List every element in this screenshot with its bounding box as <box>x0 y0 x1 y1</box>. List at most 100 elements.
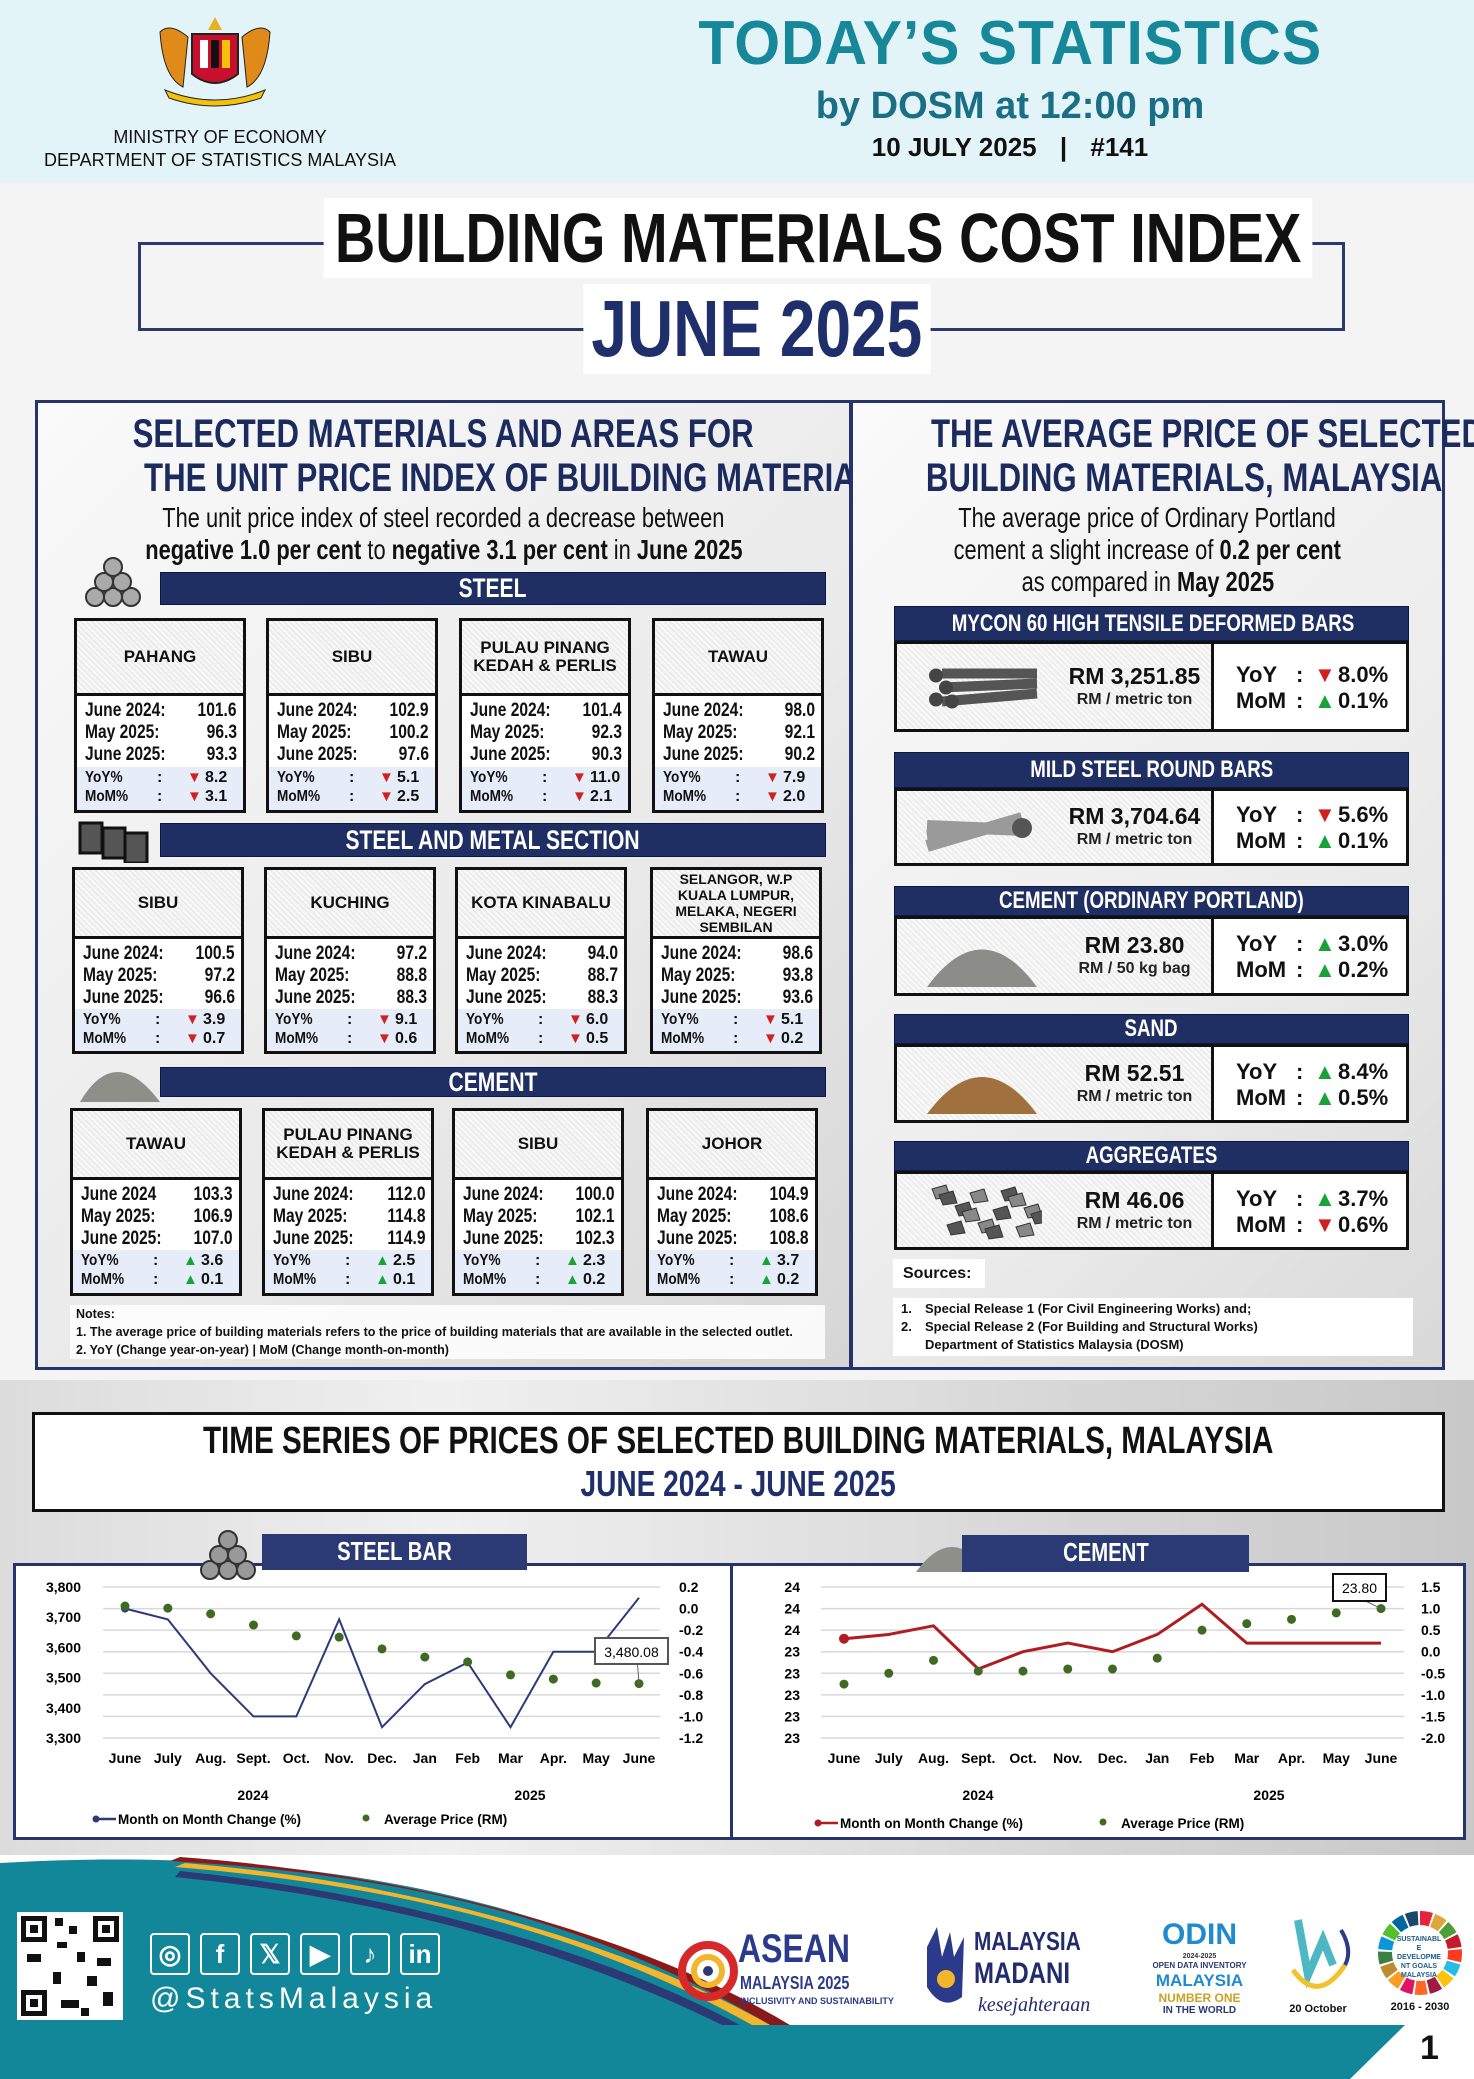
section-title: CEMENT <box>448 1067 538 1097</box>
steel-bar-chart-frame: 0.2 0.0 -0.2 -0.4 -0.6 -0.8 -1.0 -1.2 3,800 3,700… <box>13 1563 733 1840</box>
mom-value: 2.0 <box>783 788 806 805</box>
steel-hollow-section-icon <box>78 821 149 863</box>
statistics-day-date: 20 October <box>1289 2003 1347 2015</box>
notes-title: Notes: <box>76 1307 115 1321</box>
mom-value: 0.6 <box>395 1030 418 1047</box>
colon: : <box>729 1252 735 1269</box>
triangle-down-icon: ▼ <box>572 769 587 786</box>
average-price-point <box>1242 1619 1252 1629</box>
index-value: 92.3 <box>591 722 622 743</box>
sdg-segment <box>1380 1962 1398 1979</box>
asean-title: ASEAN <box>738 1927 851 1971</box>
index-value: 98.6 <box>782 943 813 964</box>
right-axis-tick: 0.2 <box>679 1579 699 1595</box>
index-values: June 2024: 112.0 May 2025: 114.8 June 2025: 1… <box>265 1180 431 1256</box>
triangle-down-icon: ▼ <box>763 1030 778 1047</box>
price-block: RM 52.51 RM / metric ton <box>1062 1060 1207 1107</box>
sources-title: Sources: <box>893 1259 985 1288</box>
mom-label: MoM% <box>83 1030 127 1047</box>
mom-value: 0.1% <box>1338 687 1389 713</box>
social-handle[interactable]: @StatsMalaysia <box>150 1982 438 2015</box>
colon: : <box>345 1271 351 1288</box>
cement-chart-title: CEMENT <box>962 1535 1249 1572</box>
material-title: CEMENT (ORDINARY PORTLAND) <box>999 887 1304 914</box>
average-price-point <box>1018 1666 1028 1676</box>
linkedin-icon[interactable]: in <box>400 1933 440 1975</box>
mom-label: MoM% <box>273 1271 317 1288</box>
mom-label: MoM% <box>661 1030 705 1047</box>
index-row: June 2024: 112.0 <box>273 1184 425 1206</box>
index-row: May 2025: 92.3 <box>470 722 622 744</box>
mom-row: MoM: ▲ 0.1% <box>1236 828 1406 854</box>
tiktok-icon[interactable]: ♪ <box>350 1933 390 1975</box>
period-text: JUNE 2025 <box>583 284 931 374</box>
summary-text: to <box>360 534 392 565</box>
madani-line2: MADANI <box>974 1957 1070 1990</box>
index-value: 88.3 <box>396 987 427 1008</box>
index-value: 97.2 <box>204 965 235 986</box>
left-axis-tick: 3,700 <box>46 1609 81 1625</box>
x-axis-tick: Sept. <box>236 1750 270 1766</box>
index-row: June 2025: 88.3 <box>466 987 618 1009</box>
left-axis-tick: 3,400 <box>46 1700 81 1716</box>
area-name: PULAU PINANG KEDAH & PERLIS <box>462 621 628 696</box>
index-row: June 2025: 90.3 <box>470 744 622 766</box>
youtube-icon[interactable]: ▶ <box>300 1933 340 1975</box>
material-title-band: MILD STEEL ROUND BARS <box>894 752 1409 788</box>
colon: : <box>347 1030 353 1047</box>
sdg-text: SUSTAINABLE DEVELOPMENT GOALS MALAYSIA <box>1396 1936 1442 1979</box>
yoy-row: YoY%: ▼ 7.9 <box>663 768 815 787</box>
period-label: June 2024: <box>85 700 166 721</box>
area-name: SELANGOR, W.P KUALA LUMPUR, MELAKA, NEGE… <box>653 870 819 939</box>
yoy-label: YoY% <box>85 769 123 786</box>
facebook-icon[interactable]: f <box>200 1933 240 1975</box>
price-block: RM 3,704.64 RM / metric ton <box>1062 803 1207 850</box>
x-axis-tick: Feb <box>1190 1750 1215 1766</box>
madani-tagline: kesejahteraan <box>978 1994 1091 2016</box>
main-title: BUILDING MATERIALS COST INDEX <box>200 198 1313 280</box>
annotation-box <box>1332 1573 1387 1602</box>
material-price-row: RM 46.06 RM / metric ton YoY: ▲ 3.7% MoM: ▼ 0.6… <box>894 1171 1409 1250</box>
sdg-segment <box>1426 1976 1443 1994</box>
instagram-icon[interactable]: ◎ <box>150 1933 190 1975</box>
left-axis-tick: 3,600 <box>46 1639 81 1655</box>
index-row: May 2025: 114.8 <box>273 1206 425 1228</box>
change-values: YoY%: ▲ 3.7 MoM%: ▲ 0.2 <box>649 1250 815 1293</box>
sdg-segment <box>1399 1977 1415 1995</box>
source-num: 2. <box>901 1319 912 1334</box>
area-name: KOTA KINABALU <box>458 870 624 939</box>
sdg-segment <box>1382 1923 1401 1941</box>
sdg-segment <box>1436 1969 1454 1988</box>
index-value: 90.3 <box>591 744 622 765</box>
yoy-label: YoY <box>1236 1058 1278 1084</box>
mom-value: 3.1 <box>205 788 228 805</box>
social-media-links: ◎ f 𝕏 ▶ ♪ in <box>150 1933 450 1975</box>
separator: | <box>1059 132 1068 162</box>
yoy-value: 5.6% <box>1338 802 1389 827</box>
mom-label: MoM <box>1236 687 1287 713</box>
x-axis-tick: Apr. <box>1278 1750 1305 1766</box>
yoy-value: 5.1 <box>781 1011 804 1028</box>
colon: : <box>1296 661 1304 687</box>
sdg-segment <box>1420 1911 1433 1927</box>
x-twitter-icon[interactable]: 𝕏 <box>250 1933 290 1975</box>
sources-list: 1. Special Release 1 (For Civil Engineeri… <box>893 1298 1413 1356</box>
x-axis-tick: May <box>583 1750 610 1766</box>
triangle-down-icon: ▼ <box>377 1011 392 1028</box>
area-card: SIBU June 2024: 100.0 May 2025: 102.1 June 20… <box>452 1108 624 1296</box>
area-card: TAWAU June 2024 103.3 May 2025: 106.9 June 20… <box>70 1108 242 1296</box>
time-series-header: TIME SERIES OF PRICES OF SELECTED BUILDI… <box>32 1412 1445 1512</box>
period-label: May 2025: <box>463 1206 538 1227</box>
change-block: YoY: ▲ 3.7% MoM: ▼ 0.6% <box>1211 1174 1406 1247</box>
x-axis-tick: Oct. <box>283 1750 310 1766</box>
mom-value: 0.2 <box>781 1030 804 1047</box>
right-axis-tick: -1.0 <box>1421 1687 1445 1703</box>
left-title-line1: SELECTED MATERIALS AND AREAS FOR <box>132 412 755 456</box>
mom-row: MoM: ▲ 0.5% <box>1236 1085 1406 1111</box>
qr-code[interactable] <box>17 1912 123 2020</box>
yoy-row: YoY%: ▲ 3.7 <box>657 1251 809 1270</box>
yoy-value: 11.0 <box>590 769 621 786</box>
material-title-band: MYCON 60 HIGH TENSILE DEFORMED BARS <box>894 606 1409 641</box>
average-price-point <box>463 1657 473 1667</box>
deformed-bars-icon <box>929 668 1038 709</box>
